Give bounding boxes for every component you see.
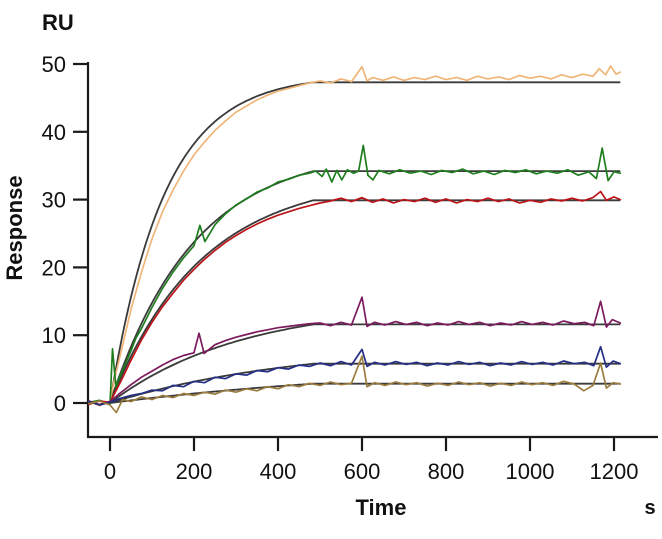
trace-series-6 bbox=[88, 355, 622, 414]
axis-frame bbox=[86, 62, 658, 439]
fit-line-series-2 bbox=[109, 170, 621, 404]
fit-line-series-1 bbox=[109, 81, 621, 404]
x-tick-label: 200 bbox=[176, 459, 213, 484]
y-tick-label: 0 bbox=[54, 391, 66, 416]
y-axis-title: Response bbox=[2, 175, 27, 280]
x-tick-label: 600 bbox=[344, 459, 381, 484]
x-tick-label: 0 bbox=[104, 459, 116, 484]
y-tick-label: 10 bbox=[42, 323, 66, 348]
x-unit-label: s bbox=[644, 497, 655, 519]
trace-series-4 bbox=[88, 296, 622, 406]
y-tick-label: 20 bbox=[42, 255, 66, 280]
y-tick-label: 30 bbox=[42, 188, 66, 213]
ru-unit-label: RU bbox=[42, 10, 74, 35]
x-tick-label: 1000 bbox=[506, 459, 555, 484]
trace-series-2 bbox=[88, 144, 622, 406]
x-tick-label: 1200 bbox=[590, 459, 639, 484]
plot-generated-layer: 0 10 20 30 40 50 0 200 400 600 800 1000 1200 bbox=[42, 52, 658, 484]
trace-series-5 bbox=[88, 345, 622, 406]
y-tick-label: 50 bbox=[42, 52, 66, 77]
trace-series-3 bbox=[88, 190, 622, 406]
fit-line-series-3 bbox=[109, 199, 621, 404]
trace-series-1 bbox=[88, 65, 622, 407]
x-axis-title: Time bbox=[356, 495, 407, 520]
y-tick-label: 40 bbox=[42, 120, 66, 145]
fit-line-series-4 bbox=[109, 323, 621, 404]
fit-line-series-6 bbox=[109, 382, 621, 404]
x-tick-label: 400 bbox=[260, 459, 297, 484]
x-tick-label: 800 bbox=[428, 459, 465, 484]
